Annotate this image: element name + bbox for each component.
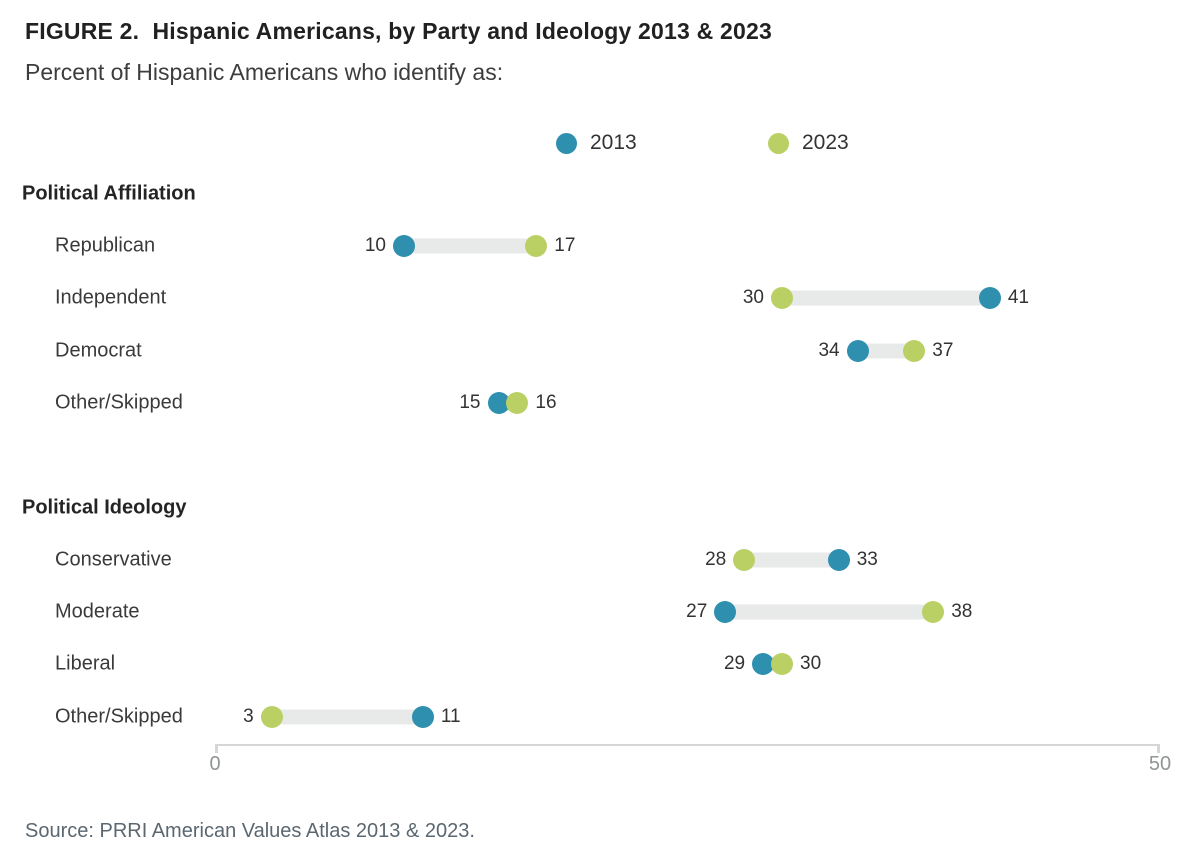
source-note: Source: PRRI American Values Atlas 2013 … [25,820,475,842]
value-label-max: 37 [932,340,954,361]
dumbbell-track [782,290,990,306]
dumbbell-row: Other/Skipped 15 16 [0,377,1200,429]
value-label-max: 41 [1007,287,1030,308]
dot-2023-icon [771,653,793,675]
value-label-min: 15 [459,392,481,413]
dumbbell-row: Other/Skipped 3 11 [0,691,1200,743]
value-label-min: 34 [818,340,840,361]
row-label: Moderate [55,600,140,623]
row-label: Other/Skipped [55,391,183,414]
row-label: Republican [55,234,156,257]
dot-2023-icon [733,549,756,571]
dot-2023-icon [922,601,945,623]
legend-label-2023: 2023 [802,131,849,154]
row-label: Democrat [55,339,142,362]
dot-2023-icon [506,392,529,414]
dumbbell-track [725,604,934,620]
value-label-max: 33 [856,549,878,570]
dumbbell-track [857,343,915,359]
dot-2023-icon [525,235,548,257]
dumbbell-row: Republican 10 17 [0,220,1200,272]
value-label-min: 3 [243,706,254,727]
x-axis-tick-label-50: 50 [1148,753,1172,775]
section-header: Political Ideology [22,496,187,519]
dumbbell-row: Moderate 27 38 [0,586,1200,638]
dot-2013-icon [714,601,737,623]
dot-2013-icon [411,706,434,728]
value-label-min: 10 [364,235,386,256]
x-axis-tick-label-0: 0 [209,753,221,775]
legend-dot-2013-icon [556,132,577,154]
section-header: Political Affiliation [22,182,196,205]
legend-item-2023: 2023 [768,131,849,155]
value-label-max: 16 [535,392,557,413]
value-label-max: 17 [554,235,576,256]
value-label-max: 38 [951,601,973,622]
row-label: Liberal [55,652,116,675]
figure-title: FIGURE 2. Hispanic Americans, by Party a… [25,18,772,44]
dot-2023-icon [903,340,926,362]
dot-2013-icon [846,340,869,362]
dumbbell-track [404,238,537,254]
dot-2013-icon [393,235,415,257]
value-label-max: 11 [440,706,461,727]
dot-2013-icon [827,549,850,571]
value-label-min: 28 [705,549,727,570]
dot-2013-icon [487,392,510,414]
dumbbell-row: Independent 30 41 [0,272,1200,324]
dumbbell-row: Democrat 34 37 [0,325,1200,377]
dumbbell-track [744,552,839,568]
dot-2013-icon [752,653,775,675]
dumbbell-track [271,709,423,725]
value-label-max: 30 [800,653,822,674]
row-label: Other/Skipped [55,705,183,728]
figure-subtitle: Percent of Hispanic Americans who identi… [25,59,504,85]
dumbbell-row: Conservative 28 33 [0,534,1200,586]
value-label-min: 29 [723,653,746,674]
dot-2023-icon [771,287,793,309]
dumbbell-row: Liberal 29 30 [0,638,1200,690]
value-label-min: 30 [742,287,764,308]
row-label: Conservative [55,548,172,571]
row-label: Independent [55,286,167,309]
value-label-min: 27 [686,601,708,622]
legend-dot-2023-icon [768,132,789,154]
dot-2023-icon [260,706,283,728]
x-axis-line [215,744,1160,753]
legend-label-2013: 2013 [590,131,637,154]
legend-item-2013: 2013 [556,131,637,155]
dot-2013-icon [978,287,1001,309]
